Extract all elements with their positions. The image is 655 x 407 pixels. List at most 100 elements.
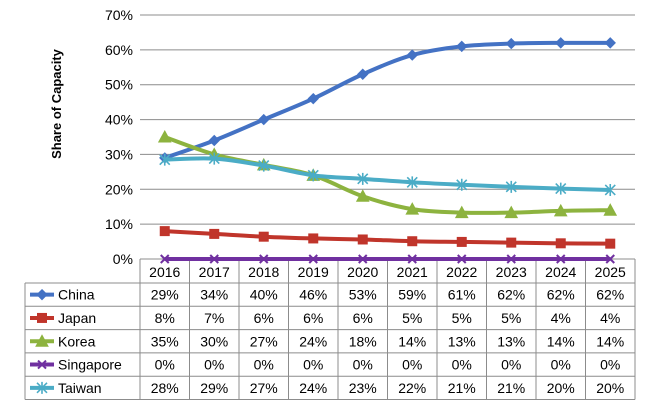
table-value-china: 62% <box>497 287 525 303</box>
series-line-japan <box>164 229 611 246</box>
data-point-korea <box>405 202 420 215</box>
data-point-taiwan <box>208 152 220 165</box>
x-tick-label: 2025 <box>595 264 626 280</box>
table-value-china: 40% <box>250 287 278 303</box>
legend-marker-taiwan <box>36 381 48 394</box>
table-value-korea: 24% <box>299 333 327 349</box>
data-point-korea <box>454 205 469 219</box>
table-value-japan: 4% <box>551 310 571 326</box>
table-value-korea: 13% <box>448 333 476 349</box>
table-value-china: 53% <box>349 287 377 303</box>
table-value-korea: 14% <box>398 333 426 349</box>
data-point-japan <box>308 233 319 244</box>
data-point-china <box>357 68 369 80</box>
data-point-japan <box>456 236 467 247</box>
y-tick-label: 60% <box>105 42 133 58</box>
data-point-japan <box>159 226 170 237</box>
table-value-singapore: 0% <box>501 357 521 373</box>
table-value-japan: 6% <box>303 310 323 326</box>
data-point-korea <box>355 189 370 202</box>
series-china <box>159 37 616 164</box>
y-tick-label: 20% <box>105 181 133 197</box>
data-point-taiwan <box>456 178 468 191</box>
table-value-taiwan: 27% <box>250 380 278 396</box>
x-tick-label: 2023 <box>496 264 527 280</box>
data-point-korea <box>157 129 172 143</box>
table-value-china: 46% <box>299 287 327 303</box>
table-value-singapore: 0% <box>600 357 620 373</box>
table-value-china: 61% <box>448 287 476 303</box>
data-point-japan <box>407 236 418 247</box>
table-value-taiwan: 20% <box>547 380 575 396</box>
table-value-china: 34% <box>200 287 228 303</box>
data-point-japan <box>357 234 368 245</box>
x-tick-label: 2017 <box>199 264 230 280</box>
legend-marker-korea <box>35 334 49 347</box>
table-value-korea: 18% <box>349 333 377 349</box>
table-value-singapore: 0% <box>353 357 373 373</box>
table-value-japan: 4% <box>600 310 620 326</box>
data-point-singapore <box>556 254 566 264</box>
legend-label-singapore: Singapore <box>58 357 122 373</box>
table-value-korea: 27% <box>250 333 278 349</box>
table-value-taiwan: 29% <box>200 380 228 396</box>
data-point-china <box>555 37 567 49</box>
data-point-japan <box>555 238 566 249</box>
y-tick-label: 70% <box>105 7 133 23</box>
table-value-korea: 13% <box>497 333 525 349</box>
data-point-taiwan <box>258 159 270 172</box>
table-value-japan: 8% <box>155 310 175 326</box>
table-value-singapore: 0% <box>402 357 422 373</box>
table-value-japan: 6% <box>353 310 373 326</box>
data-point-singapore <box>160 254 170 264</box>
table-value-japan: 5% <box>501 310 521 326</box>
table-value-china: 62% <box>547 287 575 303</box>
data-point-singapore <box>407 254 417 264</box>
data-point-japan <box>258 231 269 242</box>
y-axis-label: Share of Capacity <box>49 48 64 159</box>
x-tick-label: 2016 <box>149 264 180 280</box>
legend-label-taiwan: Taiwan <box>58 380 102 396</box>
y-tick-label: 50% <box>105 77 133 93</box>
data-point-korea <box>504 205 519 219</box>
y-tick-label: 10% <box>105 216 133 232</box>
table-value-taiwan: 21% <box>497 380 525 396</box>
y-tick-label: 30% <box>105 146 133 162</box>
legend-marker-japan <box>37 312 47 323</box>
data-point-china <box>604 37 616 49</box>
data-point-china <box>406 49 418 61</box>
table-value-korea: 35% <box>151 333 179 349</box>
table-value-singapore: 0% <box>204 357 224 373</box>
legend-label-korea: Korea <box>58 333 96 349</box>
table-value-china: 29% <box>151 287 179 303</box>
data-point-china <box>456 40 468 53</box>
table-value-korea: 14% <box>596 333 624 349</box>
data-point-japan <box>506 237 517 248</box>
table-value-taiwan: 22% <box>398 380 426 396</box>
series-singapore <box>160 254 615 264</box>
table-value-japan: 5% <box>452 310 472 326</box>
legend-marker-singapore <box>37 359 47 370</box>
table-value-taiwan: 28% <box>151 380 179 396</box>
data-point-taiwan <box>406 176 418 189</box>
data-point-china <box>208 134 220 147</box>
table-value-singapore: 0% <box>303 357 323 373</box>
data-point-taiwan <box>555 182 567 195</box>
table-value-japan: 7% <box>204 310 224 326</box>
y-tick-label: 40% <box>105 112 133 128</box>
data-point-singapore <box>506 254 516 264</box>
table-value-china: 59% <box>398 287 426 303</box>
data-point-singapore <box>358 254 368 264</box>
series-taiwan <box>159 152 616 196</box>
x-tick-label: 2019 <box>298 264 329 280</box>
legend-label-japan: Japan <box>58 310 96 326</box>
y-tick-label: 0% <box>113 251 133 267</box>
legend-label-china: China <box>58 287 95 303</box>
x-tick-label: 2022 <box>446 264 477 280</box>
data-point-singapore <box>605 254 615 264</box>
data-point-taiwan <box>307 169 319 182</box>
table-value-taiwan: 24% <box>299 380 327 396</box>
table-value-singapore: 0% <box>254 357 274 373</box>
series-korea <box>157 129 618 219</box>
